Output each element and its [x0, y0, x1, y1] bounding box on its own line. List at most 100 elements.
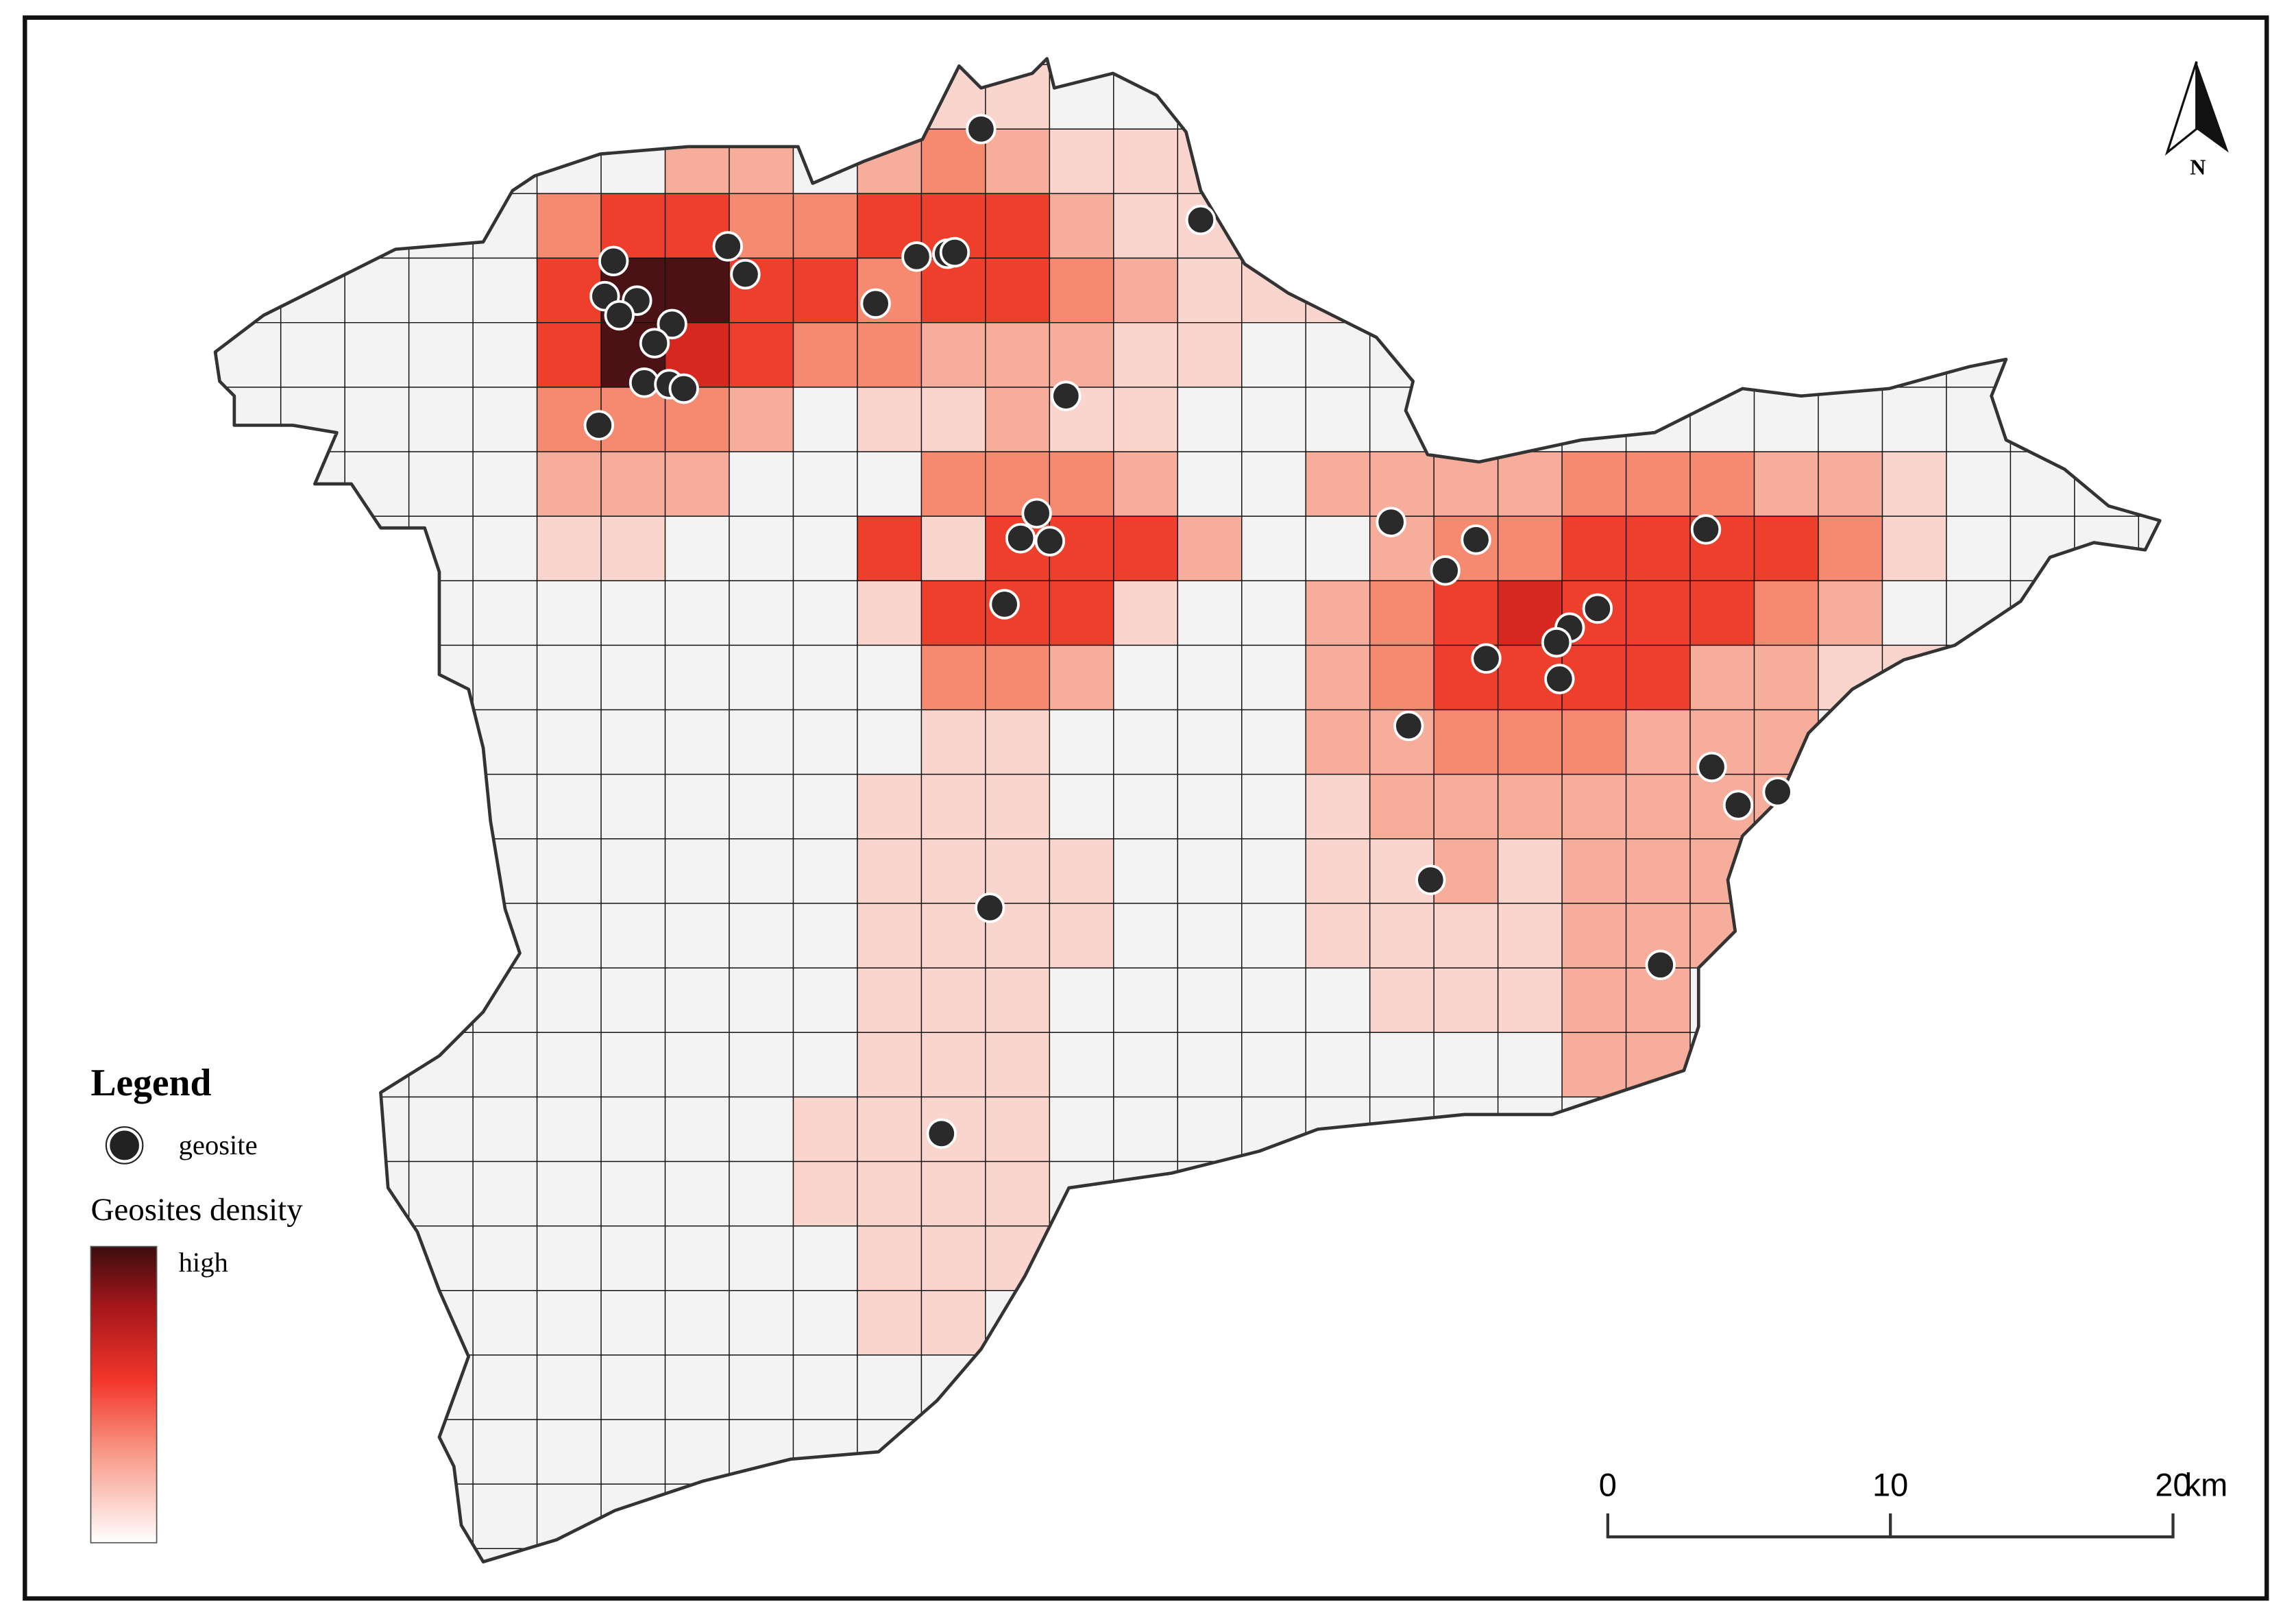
grid-cell: [665, 1290, 730, 1356]
grid-cell: [473, 1354, 538, 1420]
grid-cell: [1626, 581, 1691, 646]
grid-cell: [1177, 322, 1243, 388]
grid-cell: [729, 1032, 794, 1097]
grid-cell: [537, 516, 602, 581]
legend-density-ramp: [90, 1245, 158, 1544]
grid-cell: [985, 129, 1050, 195]
grid-cell: [601, 1097, 666, 1162]
grid-cell: [1306, 774, 1371, 840]
grid-cell: [665, 1226, 730, 1291]
grid-cell: [1882, 387, 1947, 452]
grid-cell: [793, 387, 858, 452]
grid-cell: [537, 645, 602, 711]
grid-cell: [793, 838, 858, 904]
grid-cell: [1177, 774, 1243, 840]
grid-cell: [665, 968, 730, 1033]
geosite: [989, 589, 1020, 620]
grid-cell: [857, 968, 923, 1033]
grid-cell: [1241, 1032, 1306, 1097]
grid-cell: [1626, 451, 1691, 517]
grid-cell: [921, 838, 986, 904]
grid-cell: [408, 387, 474, 452]
grid-cell: [793, 1032, 858, 1097]
grid-cell: [857, 645, 923, 711]
geosite: [604, 300, 635, 331]
grid-cell: [1562, 968, 1627, 1033]
grid-cell: [1241, 516, 1306, 581]
grid-cell: [1306, 516, 1371, 581]
grid-cell: [1626, 516, 1691, 581]
grid-cell: [729, 516, 794, 581]
geosite: [1185, 204, 1217, 236]
geosite: [1376, 507, 1406, 537]
grid-cell: [1434, 451, 1499, 517]
geosite: [1645, 949, 1676, 981]
geosite: [926, 1118, 957, 1149]
scale-tick-label: 0: [1599, 1466, 1617, 1502]
grid-cell: [537, 903, 602, 969]
grid-cell: [473, 1420, 538, 1485]
grid-cell: [1306, 709, 1371, 775]
grid-cell: [601, 903, 666, 969]
grid-cell: [1241, 581, 1306, 646]
grid-cell: [985, 838, 1050, 904]
grid-cell: [985, 645, 1050, 711]
geosite: [1696, 751, 1727, 783]
grid-cell: [1049, 322, 1114, 388]
grid-cell: [601, 838, 666, 904]
grid-cell: [473, 1290, 538, 1356]
grid-cell: [1498, 968, 1563, 1033]
grid-cell: [857, 774, 923, 840]
grid-cell: [1177, 968, 1243, 1033]
grid-cell: [1562, 903, 1627, 969]
geosite: [975, 892, 1005, 923]
grid-cell: [1498, 451, 1563, 517]
grid-cell: [473, 1032, 538, 1097]
grid-cell: [1882, 581, 1947, 646]
grid-cell: [537, 451, 602, 517]
grid-cell: [1177, 258, 1243, 324]
grid-cell: [921, 387, 986, 452]
geosite: [657, 308, 687, 340]
grid-cell: [1177, 709, 1243, 775]
legend-title: Legend: [90, 1062, 211, 1104]
grid-cell: [1498, 903, 1563, 969]
grid-cell: [729, 451, 794, 517]
grid-cell: [665, 1354, 730, 1420]
grid-cell: [1498, 838, 1563, 904]
grid-cell: [729, 645, 794, 711]
grid-cell: [1049, 774, 1114, 840]
grid-cell: [473, 1226, 538, 1291]
grid-cell: [1306, 903, 1371, 969]
grid-cell: [1241, 968, 1306, 1033]
grid-cell: [1049, 193, 1114, 259]
grid-cell: [1754, 516, 1819, 581]
scale-unit: km: [2185, 1466, 2228, 1502]
grid-cell: [1562, 774, 1627, 840]
geosite: [598, 245, 629, 277]
grid-cell: [1177, 903, 1243, 969]
grid-cell: [793, 903, 858, 969]
grid-cell: [473, 258, 538, 324]
grid-cell: [280, 322, 345, 388]
grid-cell: [921, 516, 986, 581]
grid-cell: [601, 1161, 666, 1227]
geosite: [1762, 777, 1793, 807]
grid-cell: [1369, 968, 1434, 1033]
grid-cell: [1113, 129, 1178, 195]
grid-cell: [537, 1290, 602, 1356]
grid-cell: [665, 838, 730, 904]
grid-cell: [665, 581, 730, 646]
grid-cell: [1690, 645, 1755, 711]
grid-cell: [793, 451, 858, 517]
grid-cell: [601, 451, 666, 517]
scale-tick-label: 20: [2155, 1466, 2190, 1502]
grid-cell: [601, 1354, 666, 1420]
grid-cell: [921, 1161, 986, 1227]
grid-cell: [1306, 387, 1371, 452]
geosite: [1393, 710, 1424, 742]
grid-cell: [793, 581, 858, 646]
grid-cell: [921, 1032, 986, 1097]
grid-cell: [1434, 968, 1499, 1033]
grid-cell: [1113, 581, 1178, 646]
